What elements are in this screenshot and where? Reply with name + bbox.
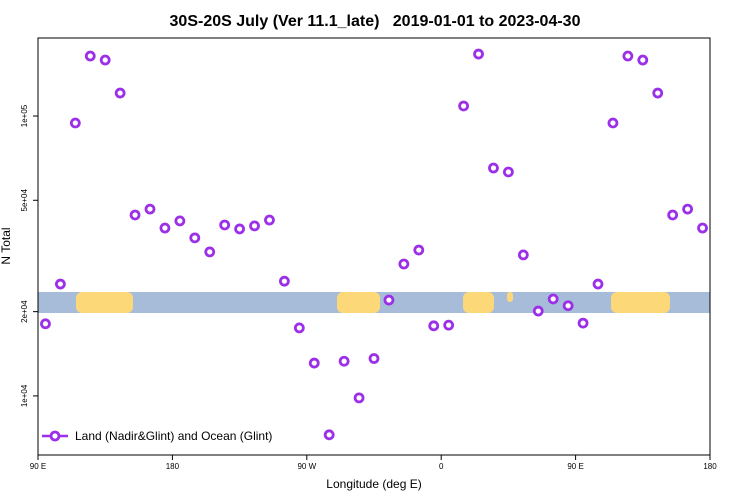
x-tick-label: 90 E xyxy=(30,462,46,471)
point xyxy=(622,50,634,62)
point xyxy=(69,117,81,129)
point xyxy=(532,305,544,317)
point xyxy=(577,317,589,329)
point xyxy=(55,278,66,290)
y-tick-label: 5e+04 xyxy=(20,188,29,211)
x-tick-label: 0 xyxy=(439,462,444,471)
point xyxy=(249,220,260,232)
point xyxy=(383,294,395,306)
chart-title: 30S-20S July (Ver 11.1_late) 2019-01-01 … xyxy=(170,13,581,30)
point xyxy=(144,203,156,215)
point xyxy=(189,232,201,244)
point xyxy=(368,353,380,364)
point xyxy=(323,429,335,441)
point xyxy=(592,278,604,290)
x-axis-label: Longitude (deg E) xyxy=(326,477,421,491)
point xyxy=(308,357,320,369)
point xyxy=(159,222,171,234)
point xyxy=(473,48,484,60)
point xyxy=(293,322,305,334)
point xyxy=(278,275,290,287)
y-axis-label: N Total xyxy=(0,227,13,264)
plot-frame xyxy=(37,37,711,456)
point xyxy=(264,214,275,226)
x-tick-label: 180 xyxy=(166,462,180,471)
point xyxy=(607,117,619,129)
point xyxy=(682,203,693,215)
point xyxy=(413,244,425,256)
x-tick-label: 90 E xyxy=(567,462,583,471)
point xyxy=(517,249,529,261)
legend-label: Land (Nadir&Glint) and Ocean (Glint) xyxy=(75,429,272,443)
point xyxy=(114,87,126,99)
point xyxy=(697,222,708,234)
point xyxy=(652,87,664,99)
point xyxy=(174,215,186,227)
point xyxy=(488,162,499,174)
point xyxy=(219,219,231,231)
point xyxy=(562,300,574,312)
point xyxy=(129,209,141,221)
point xyxy=(40,318,51,330)
legend-marker xyxy=(49,430,61,442)
point xyxy=(547,293,559,305)
y-tick-label: 1e+05 xyxy=(20,104,29,127)
x-tick-label: 180 xyxy=(703,462,717,471)
point xyxy=(443,319,455,331)
point xyxy=(234,223,246,235)
point xyxy=(428,320,440,332)
point xyxy=(398,258,410,270)
point xyxy=(667,209,679,221)
point xyxy=(353,392,365,404)
point xyxy=(338,355,350,367)
point xyxy=(99,54,111,66)
point xyxy=(204,246,216,258)
y-tick-label: 2e+04 xyxy=(20,300,29,323)
y-tick-label: 1e+04 xyxy=(20,384,29,407)
point xyxy=(458,100,470,112)
point xyxy=(84,50,96,62)
x-tick-label: 90 W xyxy=(297,462,316,471)
point xyxy=(502,166,514,178)
point xyxy=(637,54,649,66)
land-patches xyxy=(76,292,670,313)
